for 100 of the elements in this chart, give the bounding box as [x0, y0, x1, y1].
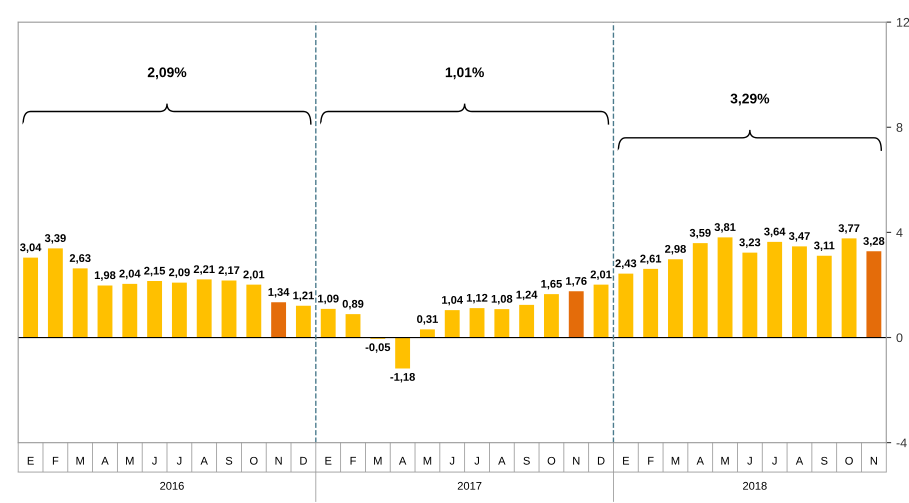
x-tick-label: J [747, 456, 752, 465]
x-tick-label: O [845, 456, 853, 465]
x-tick-label: S [523, 456, 530, 465]
annotation: 1,01% [446, 67, 484, 80]
x-tick-label: M [721, 456, 729, 465]
x-tick-label: A [796, 456, 804, 465]
x-tick-label: M [76, 456, 84, 465]
data-label: 2,17 [218, 266, 240, 276]
bar [98, 285, 112, 338]
y-tick-label: 4 [896, 228, 903, 237]
x-tick-label: J [772, 456, 777, 465]
data-label: 2,01 [243, 270, 264, 280]
data-label: 0,89 [342, 300, 364, 310]
data-label: 2,61 [640, 254, 662, 264]
bar [196, 279, 212, 338]
data-label: 2,15 [144, 266, 166, 276]
x-tick-label: N [573, 456, 580, 465]
x-tick-label: A [101, 456, 109, 465]
data-label: -1,18 [390, 372, 415, 382]
text: 2018 [743, 482, 767, 490]
data-label: 1,21 [293, 291, 314, 301]
x-tick-label: F [648, 456, 654, 465]
data-label: 3,23 [739, 238, 760, 248]
bar [792, 246, 807, 338]
data-label: 1,08 [492, 294, 512, 304]
data-label: 2,01 [590, 270, 612, 280]
data-label: 1,24 [516, 290, 538, 300]
data-label: 2,09 [168, 268, 190, 278]
data-label: 1,12 [466, 294, 488, 304]
y-tick-label: 12 [896, 18, 909, 27]
data-label: 1,09 [318, 294, 339, 304]
data-label: 3,59 [690, 228, 711, 238]
bar [519, 304, 534, 338]
bar [866, 251, 882, 338]
data-label: 2,98 [665, 244, 686, 254]
data-label: 3,47 [788, 232, 810, 242]
x-tick-label: A [696, 456, 704, 465]
x-tick-label: M [126, 456, 134, 465]
annotation: 2,09% [148, 67, 186, 80]
x-tick-label: A [398, 456, 406, 465]
bar [470, 308, 484, 338]
x-tick-label: S [821, 456, 828, 465]
data-label: 3,39 [44, 234, 66, 244]
x-tick-label: M [374, 456, 382, 465]
data-label: -0,05 [366, 343, 390, 353]
bar [618, 274, 634, 338]
bar [23, 258, 38, 338]
bar [172, 282, 187, 338]
x-tick-label: O [548, 456, 556, 465]
x-tick-label: M [672, 456, 680, 465]
bar [395, 338, 410, 369]
bar [568, 291, 584, 338]
x-tick-label: O [250, 456, 258, 465]
data-label: 2,63 [70, 254, 91, 264]
x-tick-label: F [52, 456, 58, 465]
bar [122, 284, 138, 338]
x-tick-label: J [450, 456, 454, 465]
x-tick-label: M [424, 456, 432, 465]
bar [594, 284, 608, 338]
bar [494, 309, 510, 338]
annotation: 3,29% [730, 94, 770, 106]
bar [320, 308, 336, 338]
bar [767, 242, 782, 338]
y-tick-label: 0 [896, 333, 902, 342]
bar [444, 310, 460, 338]
bar [222, 280, 236, 338]
text: 2016 [160, 482, 184, 490]
bar [742, 252, 758, 338]
data-label: 1,98 [94, 271, 116, 281]
data-label: 2,43 [615, 259, 636, 269]
data-label: 3,77 [838, 224, 860, 234]
data-label: 3,64 [764, 228, 786, 238]
bar [246, 284, 262, 338]
bar [643, 268, 658, 338]
x-tick-label: E [623, 456, 630, 465]
x-tick-label: F [350, 456, 356, 465]
data-label: 3,04 [20, 243, 42, 253]
y-tick-label: 8 [896, 123, 902, 132]
x-tick-label: S [226, 456, 232, 465]
bar [718, 237, 732, 338]
bar [147, 281, 162, 338]
bar [346, 314, 360, 338]
x-tick-label: D [300, 456, 307, 465]
bar [296, 306, 311, 338]
data-label: 1,65 [541, 280, 562, 290]
y-tick-label: -4 [896, 438, 907, 448]
bar [842, 238, 857, 338]
x-tick-label: N [870, 456, 877, 465]
data-label: 3,81 [714, 223, 736, 233]
bar [48, 248, 63, 338]
text: 2017 [458, 482, 482, 490]
x-tick-label: E [28, 456, 34, 465]
data-label: 1,34 [268, 288, 290, 298]
x-tick-label: A [200, 456, 208, 465]
data-label: 1,04 [442, 296, 463, 306]
x-tick-label: N [276, 456, 282, 465]
x-tick-label: J [474, 456, 479, 465]
data-label: 0,31 [417, 315, 438, 325]
x-tick-label: A [498, 456, 506, 465]
data-label: 2,21 [194, 265, 215, 275]
